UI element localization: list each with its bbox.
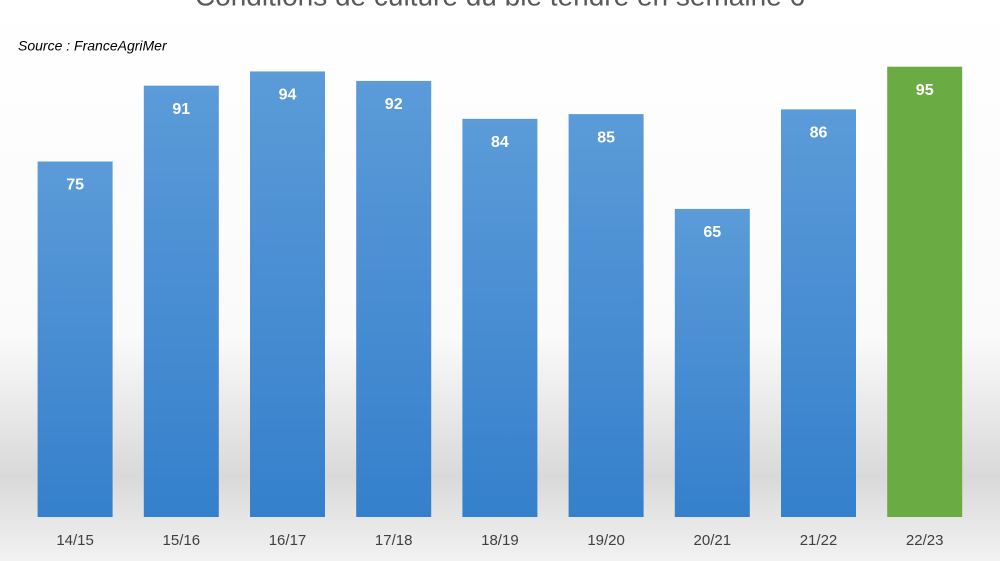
data-label: 85 [597,129,615,146]
bar [37,161,113,517]
data-label: 86 [810,125,828,142]
x-tick-label: 18/19 [481,532,519,549]
x-tick-label: 22/23 [906,532,944,549]
bar [674,208,750,517]
x-tick-label: 15/16 [163,532,201,549]
bar [781,109,856,518]
bar [887,66,963,517]
bar [462,118,538,517]
bar [356,80,432,518]
x-tick-label: 17/18 [375,532,413,549]
data-label: 91 [172,101,190,118]
x-tick-label: 20/21 [694,532,732,549]
data-label: 95 [916,82,934,99]
chart-subtitle: Source : FranceAgriMer [18,38,168,54]
bar [143,85,219,517]
bar [568,114,644,517]
data-label: 65 [703,224,721,241]
bar [250,71,325,517]
x-tick-label: 16/17 [269,532,307,549]
x-tick-label: 14/15 [56,532,94,549]
x-tick-label: 19/20 [587,532,625,549]
data-label: 94 [279,87,297,104]
x-tick-label: 21/22 [800,532,838,549]
data-label: 84 [491,134,509,151]
data-label: 92 [385,96,403,113]
chart-title: Conditions de culture du blé tendre en s… [195,0,805,11]
data-label: 75 [66,177,84,194]
